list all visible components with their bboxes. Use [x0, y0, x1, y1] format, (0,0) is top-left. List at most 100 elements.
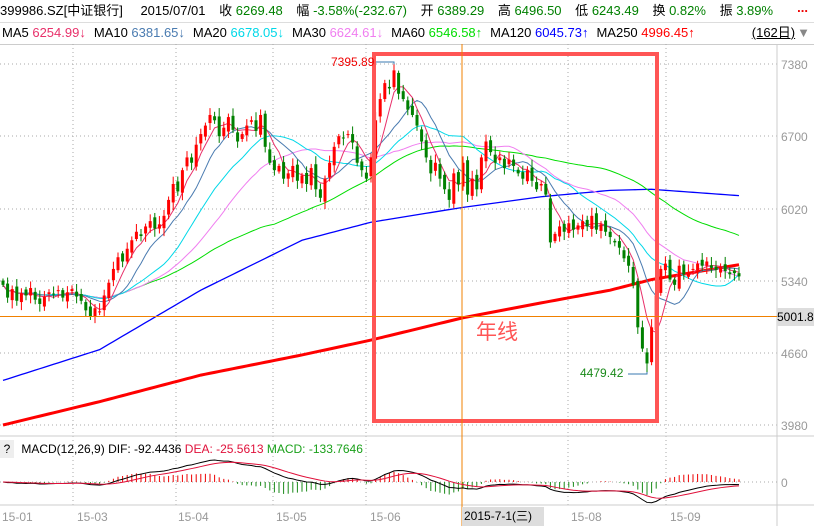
- candle-down: [351, 134, 355, 143]
- candle-up: [249, 120, 253, 122]
- candle-up: [98, 311, 102, 313]
- close-value: 6269.48: [235, 3, 283, 18]
- candle-down: [571, 219, 575, 230]
- candle-up: [691, 268, 695, 270]
- candle-up: [144, 226, 148, 234]
- candle-down: [75, 291, 79, 297]
- y-tick-label: 7380: [781, 58, 808, 72]
- open-value: 6389.29: [437, 3, 485, 18]
- candle-down: [608, 231, 612, 238]
- ma-value-ma120: 6045.73↑: [531, 25, 589, 40]
- candle-up: [525, 170, 529, 182]
- crosshair-price-label: 5001.8: [777, 308, 814, 326]
- candle-up: [378, 99, 382, 117]
- candle-down: [668, 259, 672, 280]
- candle-down: [530, 167, 534, 181]
- candle-up: [203, 125, 207, 137]
- candle-up: [663, 263, 667, 271]
- candle-down: [585, 219, 589, 227]
- candle-down: [562, 223, 566, 232]
- x-tick-label: 15-01: [2, 510, 33, 524]
- trough-label: 4479.42: [580, 366, 624, 380]
- candle-down: [268, 149, 272, 163]
- candle-up: [719, 266, 723, 273]
- candle-down: [700, 259, 704, 266]
- change-value: -3.58%(-232.67): [313, 3, 408, 18]
- candle-down: [438, 164, 442, 179]
- candle-down: [364, 172, 368, 179]
- candle-down: [263, 113, 267, 147]
- candle-up: [70, 289, 74, 292]
- trough-arrow: [628, 371, 648, 375]
- candle-up: [576, 225, 580, 230]
- candle-down: [121, 253, 125, 262]
- candle-down: [604, 220, 608, 232]
- candle-down: [613, 240, 617, 243]
- triangle-down-icon[interactable]: ▼: [797, 25, 810, 40]
- candle-down: [387, 86, 391, 89]
- candle-up: [107, 282, 111, 299]
- candle-down: [732, 270, 736, 274]
- candle-up: [162, 215, 166, 229]
- candle-down: [355, 146, 359, 163]
- macd-zero-label: 0: [781, 476, 788, 490]
- turnover-label: 换: [652, 3, 666, 18]
- candle-down: [341, 137, 345, 139]
- candle-up: [392, 70, 396, 88]
- ma-value-ma5: 6254.99↓: [28, 25, 86, 40]
- amplitude-label: 振: [719, 3, 733, 18]
- help-button[interactable]: ?: [0, 440, 14, 458]
- candle-up: [590, 215, 594, 230]
- period-label: (162日): [751, 25, 796, 40]
- candle-up: [42, 296, 46, 307]
- candle-down: [360, 161, 364, 171]
- candle-down: [52, 293, 56, 295]
- macd-legend: ? MACD(12,26,9) DIF: -92.4436 DEA: -25.5…: [0, 440, 363, 458]
- candle-up: [650, 327, 654, 363]
- candle-up: [116, 257, 120, 271]
- candle-up: [286, 173, 290, 179]
- candle-down: [631, 267, 635, 285]
- candle-down: [401, 91, 405, 100]
- candle-up: [461, 162, 465, 187]
- candle-up: [328, 162, 332, 178]
- candle-up: [337, 136, 341, 145]
- candle-up: [29, 288, 33, 296]
- candle-up: [346, 134, 350, 136]
- ma-value-ma30: 6624.61↓: [325, 25, 384, 40]
- ma-label-ma60: MA60: [391, 25, 426, 40]
- candle-up: [93, 308, 97, 317]
- candle-down: [305, 172, 309, 184]
- candle-up: [277, 165, 281, 172]
- candle-down: [475, 174, 479, 190]
- candle-down: [447, 189, 451, 200]
- candle-up: [677, 265, 681, 289]
- more-button[interactable]: ...: [797, 0, 808, 15]
- x-tick-label: 15-06: [370, 510, 401, 524]
- candle-up: [185, 157, 189, 167]
- x-tick-label: 15-09: [670, 510, 701, 524]
- low-value: 6243.49: [591, 3, 639, 18]
- candle-down: [594, 213, 598, 230]
- candle-up: [309, 168, 313, 186]
- dea-line: [2, 461, 740, 499]
- low-label: 低: [575, 3, 589, 18]
- candle-up: [111, 268, 115, 281]
- annotation-annual-line: 年线: [476, 320, 518, 344]
- candle-down: [415, 114, 419, 126]
- candle-up: [125, 248, 129, 262]
- candle-down: [544, 183, 548, 195]
- macd-dea: DEA: -25.5613: [184, 442, 264, 456]
- candle-down: [282, 162, 286, 179]
- ma-value-ma250: 4996.45↑: [637, 25, 695, 40]
- candle-down: [489, 140, 493, 153]
- candle-up: [323, 178, 327, 202]
- candle-up: [180, 170, 184, 193]
- candle-down: [682, 264, 686, 275]
- candle-up: [199, 134, 203, 144]
- candle-down: [502, 158, 506, 169]
- candle-down: [318, 189, 322, 198]
- period-selector[interactable]: (162日) ▼: [752, 22, 810, 44]
- candle-down: [714, 266, 718, 270]
